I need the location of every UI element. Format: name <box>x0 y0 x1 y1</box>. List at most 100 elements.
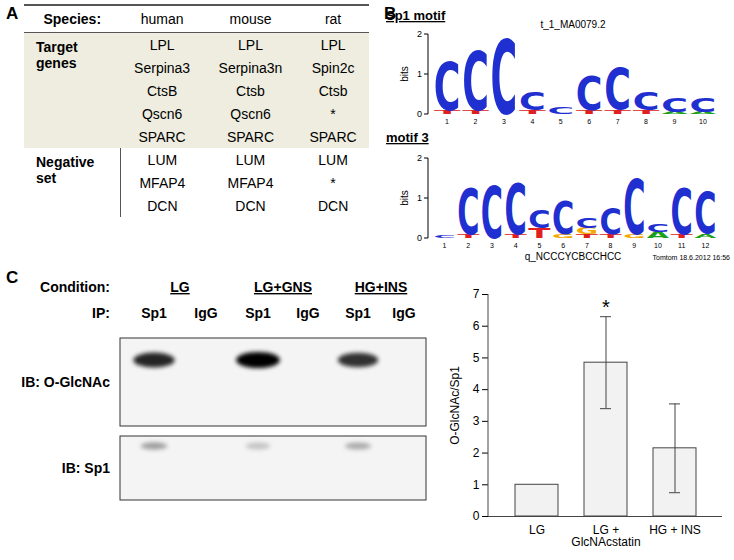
svg-text:C: C <box>552 193 574 244</box>
html-text:Qscn6: Qscn6 <box>141 105 183 122</box>
svg-text:motif 3: motif 3 <box>386 130 429 145</box>
svg-text:C: C <box>671 175 693 249</box>
html-text:SPARC: SPARC <box>309 128 357 145</box>
svg-text:C: C <box>633 87 660 116</box>
html-text:Negative set: Negative set <box>36 154 95 186</box>
svg-text:1: 1 <box>473 478 480 492</box>
svg-text:C: C <box>690 94 717 116</box>
svg-text:C: C <box>547 107 574 116</box>
html-text:Qscn6: Qscn6 <box>230 105 271 122</box>
svg-text:Sp1: Sp1 <box>141 305 167 321</box>
svg-text:2: 2 <box>473 446 480 460</box>
html-text:Species:: Species: <box>43 11 101 27</box>
html-text:DCN: DCN <box>235 197 266 214</box>
svg-text:5: 5 <box>537 242 541 249</box>
svg-text:6: 6 <box>473 319 480 333</box>
svg-text:t_1_MA0079.2: t_1_MA0079.2 <box>540 19 605 30</box>
html-text:mouse: mouse <box>229 11 272 27</box>
html-text:rat: rat <box>324 11 342 27</box>
svg-text:7: 7 <box>473 287 480 301</box>
svg-text:4: 4 <box>530 118 534 125</box>
svg-text:4: 4 <box>473 382 480 396</box>
svg-text:IB: Sp1: IB: Sp1 <box>62 460 110 476</box>
svg-text:O-GlcNAc/Sp1: O-GlcNAc/Sp1 <box>448 366 462 445</box>
svg-text:2: 2 <box>417 29 422 39</box>
svg-text:q_NCCCYCBCCHCC: q_NCCCYCBCCHCC <box>525 251 622 262</box>
svg-text:C: C <box>604 56 631 123</box>
svg-text:HG + INS: HG + INS <box>649 523 701 537</box>
html-text:LUM: LUM <box>147 151 178 168</box>
html-text:Serpina3: Serpina3 <box>134 59 191 76</box>
svg-text:bits: bits <box>399 190 410 206</box>
svg-text:7: 7 <box>585 242 589 249</box>
html-text:SPARC: SPARC <box>138 128 186 145</box>
svg-text:0: 0 <box>417 233 422 243</box>
svg-text:C: C <box>491 19 518 137</box>
svg-text:5: 5 <box>559 118 563 125</box>
svg-text:LG+GNS: LG+GNS <box>254 279 312 295</box>
svg-text:C: C <box>433 235 455 238</box>
svg-text:C: C <box>505 171 527 251</box>
svg-text:1: 1 <box>417 193 422 203</box>
svg-text:Sp1: Sp1 <box>345 305 371 321</box>
html-text:SPARC: SPARC <box>226 128 275 145</box>
svg-text:10: 10 <box>654 242 662 249</box>
svg-text:1: 1 <box>417 69 422 79</box>
svg-text:8: 8 <box>609 242 613 249</box>
svg-text:IgG: IgG <box>392 305 415 321</box>
svg-text:10: 10 <box>699 118 707 125</box>
html-text:DCN: DCN <box>147 197 178 214</box>
svg-text:C: C <box>434 49 461 126</box>
svg-text:LG +GlcNAcstatin: LG +GlcNAcstatin <box>571 523 640 549</box>
html-text:CtsB: CtsB <box>147 82 178 99</box>
html-text:LPL: LPL <box>149 36 175 53</box>
svg-text:IgG: IgG <box>194 305 217 321</box>
svg-text:C: C <box>576 215 598 231</box>
svg-text:C: C <box>623 165 645 251</box>
svg-text:Tomtom 18.6.2012 16:56: Tomtom 18.6.2012 16:56 <box>653 254 731 261</box>
svg-text:9: 9 <box>673 118 677 125</box>
svg-text:5: 5 <box>473 351 480 365</box>
html-text:LUM: LUM <box>318 151 348 168</box>
svg-text:IP:: IP: <box>92 305 110 321</box>
svg-text:LG: LG <box>170 279 190 295</box>
svg-text:2: 2 <box>417 153 422 163</box>
svg-text:LG: LG <box>529 523 545 537</box>
svg-text:0: 0 <box>417 109 422 119</box>
svg-text:Sp1: Sp1 <box>245 305 271 321</box>
svg-text:1: 1 <box>443 242 447 249</box>
svg-text:3: 3 <box>473 414 480 428</box>
html-text:Ctsb: Ctsb <box>318 82 348 99</box>
svg-text:Condition:: Condition: <box>40 279 110 295</box>
html-text:Target genes: Target genes <box>36 39 78 71</box>
svg-text:HG+INS: HG+INS <box>355 279 408 295</box>
html-text:LUM: LUM <box>235 151 266 168</box>
svg-text:C: C <box>462 37 489 130</box>
html-text:human: human <box>140 11 184 27</box>
html-text:LPL: LPL <box>320 36 346 53</box>
html-text:MFAP4: MFAP4 <box>139 174 186 191</box>
html-text:Ctsb: Ctsb <box>236 82 265 99</box>
svg-text:C: C <box>457 175 479 249</box>
svg-text:C: C <box>661 94 688 116</box>
html-text:DCN: DCN <box>317 197 349 214</box>
svg-text:IB: O-GlcNAc: IB: O-GlcNAc <box>21 374 110 390</box>
svg-text:C: C <box>481 172 503 255</box>
svg-text:Sp1 motif: Sp1 motif <box>386 8 446 23</box>
svg-text:C: C <box>576 67 603 122</box>
svg-text:C: C <box>528 205 550 234</box>
svg-text:8: 8 <box>644 118 648 125</box>
html-text:Serpina3n: Serpina3n <box>218 59 283 76</box>
svg-text:C: C <box>599 201 621 243</box>
html-text:A: A <box>6 4 19 23</box>
svg-text:C: C <box>694 180 716 248</box>
svg-text:IgG: IgG <box>296 305 319 321</box>
svg-text:0: 0 <box>473 509 480 523</box>
svg-text:C: C <box>519 87 546 116</box>
html-text:Spin2c: Spin2c <box>311 59 355 76</box>
svg-text:*: * <box>602 296 610 318</box>
svg-text:bits: bits <box>399 66 410 82</box>
html-text:MFAP4: MFAP4 <box>227 174 274 191</box>
svg-text:C: C <box>647 222 669 234</box>
html-text:LPL: LPL <box>238 36 263 53</box>
